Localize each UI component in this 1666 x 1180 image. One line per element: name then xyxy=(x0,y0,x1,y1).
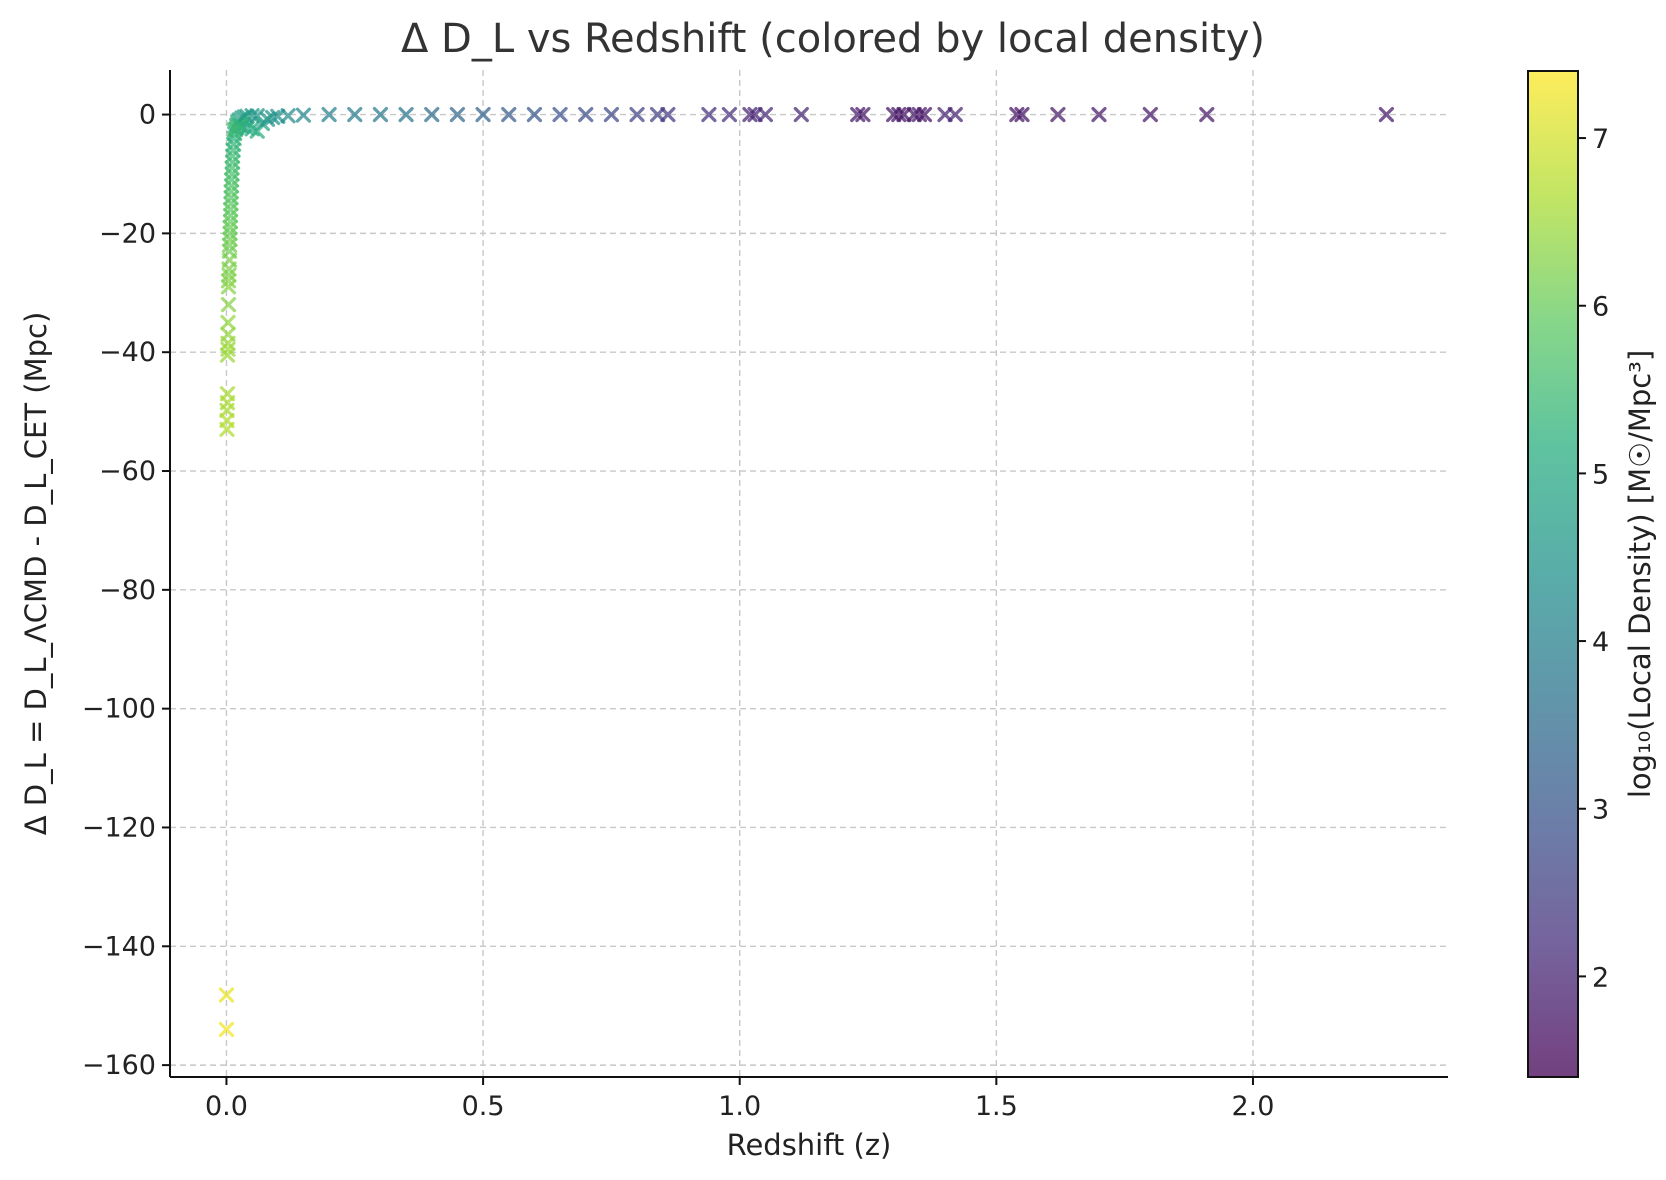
y-tick-label: −140 xyxy=(82,931,156,962)
data-point xyxy=(249,123,265,139)
data-point xyxy=(649,106,666,123)
y-tick-label: −80 xyxy=(99,575,156,606)
data-point xyxy=(347,106,363,123)
data-point xyxy=(220,326,236,342)
data-point xyxy=(855,106,871,123)
data-point xyxy=(501,106,517,123)
data-point xyxy=(220,314,236,331)
data-point xyxy=(747,106,763,123)
data-point xyxy=(896,106,912,123)
data-point xyxy=(218,987,235,1003)
colorbar-tick-label: 5 xyxy=(1592,459,1609,490)
data-point xyxy=(757,106,773,123)
data-point xyxy=(220,297,237,313)
x-tick-label: 1.5 xyxy=(975,1091,1018,1122)
y-tick-label: −100 xyxy=(82,694,156,725)
data-point xyxy=(578,106,594,123)
colorbar-ticks: 2 3 4 5 6 7 xyxy=(1578,124,1609,993)
data-point xyxy=(1009,106,1025,123)
plot-markers xyxy=(218,106,1395,1038)
colorbar-tick-label: 7 xyxy=(1592,124,1609,155)
x-axis-label: Redshift (z) xyxy=(727,1128,892,1162)
colorbar-tick-label: 3 xyxy=(1592,795,1609,826)
colorbar-tick-label: 6 xyxy=(1592,292,1609,323)
chart-title: Δ D_L vs Redshift (colored by local dens… xyxy=(401,16,1265,62)
colorbar-tick-label: 4 xyxy=(1592,627,1609,658)
data-point xyxy=(219,386,236,402)
data-point xyxy=(911,106,927,123)
y-tick-label: −160 xyxy=(82,1050,156,1081)
data-point xyxy=(321,106,337,123)
data-point xyxy=(701,106,717,123)
data-point xyxy=(947,106,963,123)
data-point xyxy=(398,106,414,123)
y-tick-label: −20 xyxy=(99,218,156,249)
data-point xyxy=(1050,106,1066,123)
data-point xyxy=(891,106,907,123)
data-point xyxy=(886,106,902,123)
data-point xyxy=(1378,106,1395,123)
data-point xyxy=(1142,106,1158,123)
colorbar-frame xyxy=(1527,70,1579,1078)
y-tick-label: −120 xyxy=(82,812,156,843)
colorbar-tick-label: 2 xyxy=(1592,962,1609,993)
data-point xyxy=(1014,106,1030,123)
y-axis-label: Δ D_L = D_L_ΛCMD - D_L_CET (Mpc) xyxy=(19,312,53,836)
colorbar: 2 3 4 5 6 7 log₁₀(Local Density) [M☉/Mpc³] xyxy=(1527,70,1657,1078)
data-point xyxy=(742,106,758,123)
x-axis-ticks: 0.0 0.5 1.0 1.5 2.0 xyxy=(205,1077,1274,1122)
data-point xyxy=(526,106,543,123)
data-point xyxy=(603,106,619,123)
x-tick-label: 1.0 xyxy=(718,1091,761,1122)
data-point xyxy=(1199,106,1215,123)
data-point xyxy=(906,106,922,123)
y-axis-ticks: 0 −20 −40 −60 −80 −100 −120 −140 −160 xyxy=(82,100,170,1081)
y-tick-label: 0 xyxy=(139,100,156,131)
axes: 0.0 0.5 1.0 1.5 2.0 0 −20 −40 −60 −80 −100 −120 −14… xyxy=(82,70,1448,1122)
data-point xyxy=(937,106,953,123)
x-tick-label: 0.5 xyxy=(462,1091,505,1122)
data-point xyxy=(475,106,491,123)
data-point xyxy=(793,106,809,123)
data-point xyxy=(850,106,866,123)
colorbar-label: log₁₀(Local Density) [M☉/Mpc³] xyxy=(1623,350,1657,798)
grid xyxy=(170,70,1448,1077)
data-point xyxy=(218,1021,235,1038)
data-point xyxy=(449,106,466,123)
x-tick-label: 0.0 xyxy=(205,1091,248,1122)
data-point xyxy=(660,106,676,123)
data-point xyxy=(424,106,440,123)
colorbar-gradient xyxy=(1528,71,1578,1077)
y-tick-label: −40 xyxy=(99,337,156,368)
y-tick-label: −60 xyxy=(99,456,156,487)
data-point xyxy=(629,106,645,123)
data-point xyxy=(721,106,738,123)
data-point xyxy=(916,106,933,123)
data-point xyxy=(295,107,312,123)
data-point xyxy=(552,106,568,123)
data-point xyxy=(280,108,296,124)
data-point xyxy=(372,106,389,123)
x-tick-label: 2.0 xyxy=(1231,1091,1274,1122)
data-point xyxy=(1091,106,1107,123)
